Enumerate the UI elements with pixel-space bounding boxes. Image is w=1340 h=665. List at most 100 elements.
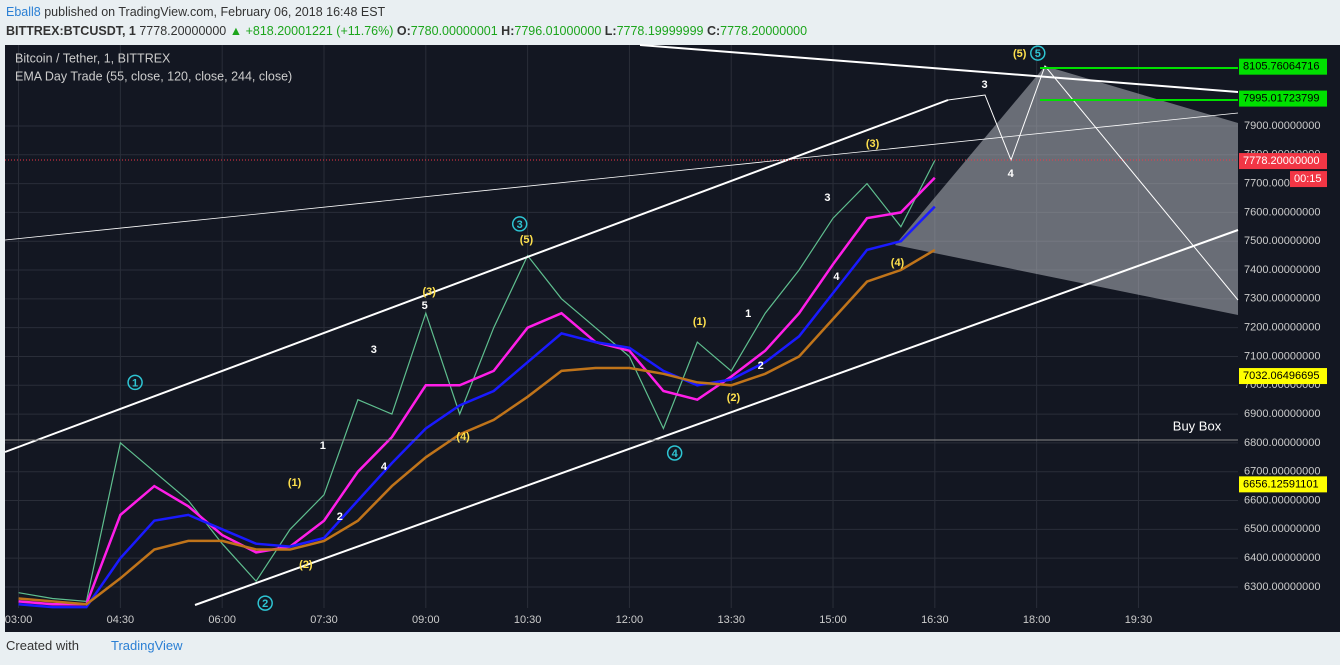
chart-title: Bitcoin / Tether, 1, BITTREX (15, 51, 171, 65)
annotations: 1 2 3 4 5 (1) (2) (3) (4) (5) 1 2 3 4 5 (1) (2) (3) (4) (5)… (127, 45, 1046, 611)
wave-label: 3 (982, 79, 988, 91)
wave-label: 3 (517, 219, 523, 231)
ohlc-label: H: (501, 24, 515, 38)
y-tick-label: 6700.00000000 (1244, 466, 1320, 478)
header: Eball8 published on TradingView.com, Feb… (6, 3, 807, 41)
ohlc-value: 7780.00000001 (410, 24, 498, 38)
wave-label: 4 (672, 448, 679, 460)
wave-label: 3 (824, 192, 830, 204)
y-tick-label: 7500.00000000 (1244, 235, 1320, 247)
buy-box (895, 66, 1238, 315)
price-label-bg (1239, 58, 1327, 75)
wave-label: 4 (1008, 168, 1015, 180)
price-label-bg (1239, 90, 1327, 107)
published: published on TradingView.com, February 0… (44, 5, 386, 19)
wave-label: 2 (262, 598, 268, 610)
chart-subtitle: EMA Day Trade (55, close, 120, close, 24… (15, 69, 292, 83)
series-line (18, 248, 936, 606)
x-tick-label: 04:30 (107, 614, 135, 626)
price-label: 7032.06496695 (1243, 370, 1319, 382)
series-line (18, 160, 936, 603)
countdown: 00:15 (1294, 173, 1322, 185)
y-tick-label: 6400.00000000 (1244, 552, 1320, 564)
wave-circle (127, 374, 143, 391)
wave-label: 1 (132, 377, 138, 389)
ohlc-value: 7778.19999999 (616, 24, 704, 38)
wave-label: (1) (288, 477, 302, 489)
y-tick-label: 7100.00000000 (1244, 350, 1320, 362)
ohlc-label: L: (604, 24, 617, 38)
series-line (18, 176, 936, 606)
x-tick-label: 09:00 (412, 614, 440, 626)
x-tick-label: 10:30 (514, 614, 542, 626)
wave-label: 2 (758, 360, 764, 372)
x-tick-label: 18:00 (1023, 614, 1051, 626)
wave-circle (511, 216, 528, 232)
author[interactable]: Eball8 (6, 5, 41, 19)
last: 7778.20000000 (139, 24, 227, 38)
brand[interactable]: TradingView (110, 638, 183, 653)
y-tick-label: 6600.00000000 (1244, 494, 1320, 506)
trend-lines (4, 44, 1239, 606)
trend-line (4, 112, 1239, 241)
footer: Created with TradingView (6, 638, 183, 653)
wave-circle (666, 445, 683, 461)
x-tick-label: 03:00 (5, 614, 33, 626)
y-tick-label: 6300.00000000 (1244, 581, 1320, 593)
wave-label: 5 (422, 300, 428, 312)
channel-bottom (194, 229, 1239, 606)
symbol: BITTREX:BTCUSDT, 1 (6, 24, 136, 38)
projection (947, 65, 1239, 301)
price-label-bg (1239, 153, 1327, 170)
x-tick-label: 12:00 (616, 614, 644, 626)
y-tick-label: 7400.00000000 (1244, 264, 1320, 276)
x-tick-label: 06:00 (208, 614, 236, 626)
y-tick-label: 7300.00000000 (1244, 293, 1320, 305)
wave-label: 1 (320, 440, 326, 452)
wave-label: 1 (745, 308, 751, 320)
wave-label: (3) (422, 286, 436, 298)
ohlc-value: 7778.20000000 (720, 24, 808, 38)
wave-label: (2) (299, 559, 313, 571)
ohlc: O:7780.00000001 H:7796.01000000 L:7778.1… (397, 24, 807, 38)
series (18, 160, 936, 609)
wave-label: (1) (693, 316, 707, 328)
wave-label: 3 (371, 344, 377, 356)
wave-label: (4) (456, 431, 470, 443)
wave-circle (257, 595, 273, 611)
wave-label: 4 (833, 271, 840, 283)
wave-circle (1030, 45, 1046, 61)
ohlc-label: O: (396, 24, 411, 38)
y-tick-label: 6900.00000000 (1244, 408, 1320, 420)
chart: 6300.00000000 6400.00000000 6500.00000000 6… (4, 44, 1340, 632)
wave-label: (5) (1013, 48, 1027, 60)
y-tick-label: 6500.00000000 (1244, 523, 1320, 535)
created: Created with (6, 638, 79, 653)
price-label-bg (1239, 368, 1327, 385)
price-label-bg (1239, 476, 1327, 493)
change: ▲ +818.20001221 (+11.76%) (229, 24, 394, 38)
x-tick-label: 07:30 (310, 614, 338, 626)
y-tick-label: 7900.00000000 (1244, 120, 1320, 132)
series-line (18, 205, 936, 609)
wave-label: (4) (891, 257, 905, 269)
price-label: 8105.76064716 (1243, 61, 1319, 73)
x-tick-label: 15:00 (819, 614, 847, 626)
x-tick-label: 16:30 (921, 614, 949, 626)
price-label: 6656.12591101 (1243, 478, 1319, 490)
time-axis-bg (5, 608, 1340, 632)
wave-label: 4 (381, 461, 388, 473)
wave-label: (2) (727, 392, 741, 404)
x-tick-label: 13:30 (717, 614, 745, 626)
ohlc-label: C: (706, 24, 721, 38)
y-tick-label: 7600.00000000 (1244, 206, 1320, 218)
ohlc-value: 7796.01000000 (514, 24, 602, 38)
x-tick-label: 19:30 (1125, 614, 1153, 626)
wave-label: 5 (1035, 48, 1041, 60)
wave-label: 2 (337, 511, 343, 523)
y-tick-label: 6800.00000000 (1244, 437, 1320, 449)
countdown-bg (1290, 171, 1327, 188)
box-label: Buy Box (1173, 418, 1222, 433)
resistance (639, 44, 1239, 93)
